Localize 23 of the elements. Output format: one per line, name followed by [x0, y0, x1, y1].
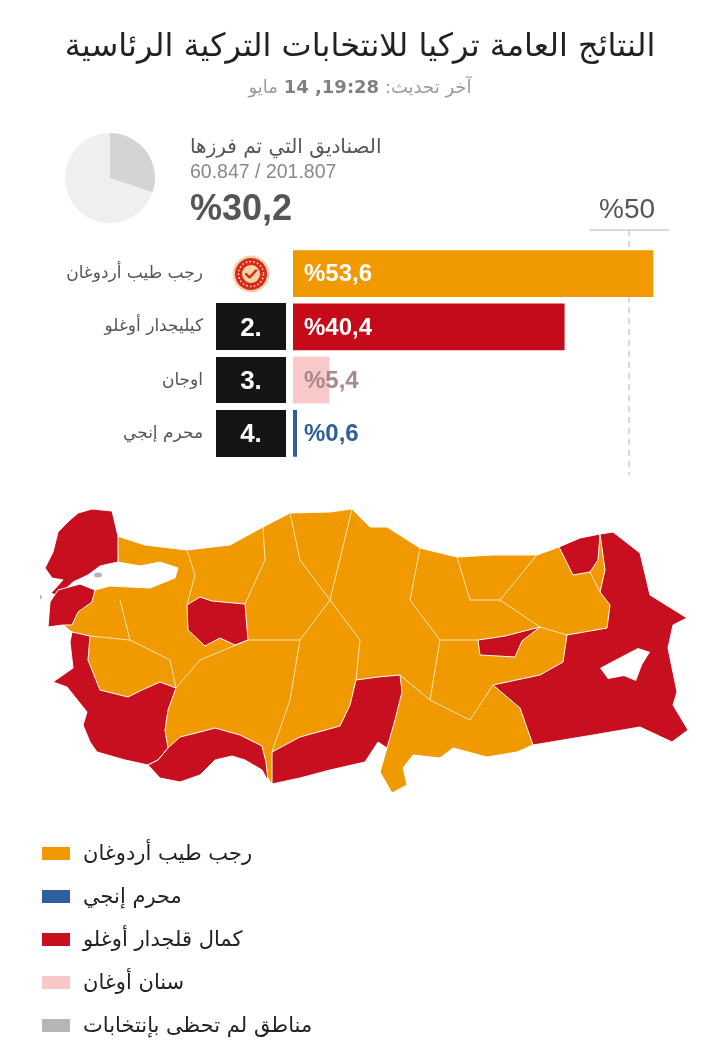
bar	[293, 410, 298, 457]
y-tick-label: اوجان	[161, 368, 203, 389]
legend-label: سنان أوغان	[83, 967, 185, 996]
legend-label: مناطق لم تحظى بإنتخابات	[83, 1012, 313, 1040]
legend-label: محرم إنجي	[83, 883, 182, 911]
data-label: %5,4	[304, 365, 360, 393]
y-tick-label: محرم إنجي	[123, 421, 203, 443]
data-label: %53,6	[304, 259, 373, 287]
data-label: %40,4	[304, 312, 373, 340]
ref-line-label: %50	[599, 193, 656, 224]
bar	[293, 250, 654, 297]
data-label: %30,2	[190, 187, 293, 228]
text: 3.	[239, 365, 263, 396]
text: 60.847 / 201.807	[190, 160, 337, 182]
bar	[293, 303, 565, 351]
text: الصناديق التي تم فرزها	[190, 134, 382, 159]
y-tick-label: كيليجدار أوغلو	[103, 314, 204, 336]
text: 2.	[239, 311, 263, 342]
text: 4.	[239, 418, 263, 449]
text: النتائج العامة تركيا للانتخابات التركية الرئاسية	[63, 25, 657, 66]
y-tick-label: رجب طيب أردوغان	[66, 261, 203, 283]
legend-label: كمال قلجدار أوغلو	[83, 924, 243, 953]
data-label: %0,6	[304, 419, 359, 446]
